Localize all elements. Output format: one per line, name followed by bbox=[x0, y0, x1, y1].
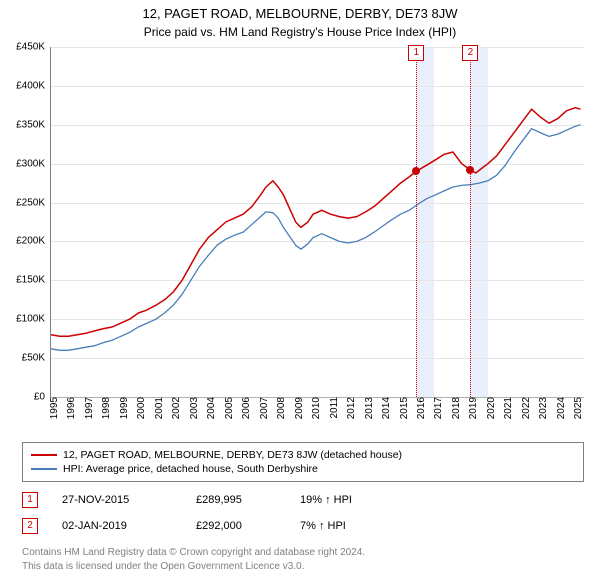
sale-date: 02-JAN-2019 bbox=[62, 520, 172, 532]
legend-label: 12, PAGET ROAD, MELBOURNE, DERBY, DE73 8… bbox=[63, 449, 402, 461]
sale-marker: 1 bbox=[408, 45, 424, 61]
sale-delta: 7% ↑ HPI bbox=[300, 520, 346, 532]
x-tick-label: 2015 bbox=[397, 397, 410, 419]
sales-list: 1 27-NOV-2015 £289,995 19% ↑ HPI 2 02-JAN-201… bbox=[0, 492, 600, 534]
y-tick-label: £250K bbox=[16, 197, 51, 208]
sale-point bbox=[466, 166, 474, 174]
sale-number: 2 bbox=[22, 518, 38, 534]
sale-number: 1 bbox=[22, 492, 38, 508]
y-tick-label: £450K bbox=[16, 42, 51, 53]
x-tick-label: 2002 bbox=[169, 397, 182, 419]
y-tick-label: £100K bbox=[16, 314, 51, 325]
legend: 12, PAGET ROAD, MELBOURNE, DERBY, DE73 8… bbox=[22, 442, 584, 482]
y-tick-label: £50K bbox=[22, 353, 51, 364]
x-tick-label: 2004 bbox=[204, 397, 217, 419]
x-tick-label: 2013 bbox=[362, 397, 375, 419]
sale-marker: 2 bbox=[462, 45, 478, 61]
x-tick-label: 1999 bbox=[117, 397, 130, 419]
y-tick-label: £200K bbox=[16, 236, 51, 247]
sale-price: £292,000 bbox=[196, 520, 276, 532]
sale-date: 27-NOV-2015 bbox=[62, 494, 172, 506]
price-chart: £0£50K£100K£150K£200K£250K£300K£350K£400… bbox=[50, 47, 584, 398]
x-tick-label: 2005 bbox=[222, 397, 235, 419]
series-property bbox=[51, 108, 581, 337]
legend-item: HPI: Average price, detached house, Sout… bbox=[31, 462, 575, 476]
sale-row: 2 02-JAN-2019 £292,000 7% ↑ HPI bbox=[22, 518, 584, 534]
legend-item: 12, PAGET ROAD, MELBOURNE, DERBY, DE73 8… bbox=[31, 448, 575, 462]
x-tick-label: 1997 bbox=[82, 397, 95, 419]
attribution-line: This data is licensed under the Open Gov… bbox=[22, 560, 584, 573]
series-hpi bbox=[51, 125, 581, 350]
sale-row: 1 27-NOV-2015 £289,995 19% ↑ HPI bbox=[22, 492, 584, 508]
x-tick-label: 2014 bbox=[379, 397, 392, 419]
x-tick-label: 2010 bbox=[309, 397, 322, 419]
x-tick-label: 2012 bbox=[344, 397, 357, 419]
x-tick-label: 2017 bbox=[431, 397, 444, 419]
attribution-line: Contains HM Land Registry data © Crown c… bbox=[22, 546, 584, 560]
x-tick-label: 2000 bbox=[134, 397, 147, 419]
x-tick-label: 1996 bbox=[64, 397, 77, 419]
sale-date-line bbox=[416, 47, 417, 397]
x-tick-label: 2020 bbox=[484, 397, 497, 419]
x-tick-label: 1995 bbox=[47, 397, 60, 419]
y-tick-label: £150K bbox=[16, 275, 51, 286]
y-tick-label: £350K bbox=[16, 119, 51, 130]
address-title: 12, PAGET ROAD, MELBOURNE, DERBY, DE73 8… bbox=[0, 6, 600, 21]
sale-point bbox=[412, 167, 420, 175]
x-tick-label: 2018 bbox=[449, 397, 462, 419]
chart-lines bbox=[51, 47, 584, 397]
x-tick-label: 2006 bbox=[239, 397, 252, 419]
x-tick-label: 2016 bbox=[414, 397, 427, 419]
y-tick-label: £400K bbox=[16, 80, 51, 91]
x-tick-label: 2003 bbox=[187, 397, 200, 419]
legend-label: HPI: Average price, detached house, Sout… bbox=[63, 463, 318, 475]
x-tick-label: 1998 bbox=[99, 397, 112, 419]
legend-swatch bbox=[31, 468, 57, 470]
y-tick-label: £300K bbox=[16, 158, 51, 169]
x-tick-label: 2021 bbox=[501, 397, 514, 419]
sale-date-line bbox=[470, 47, 471, 397]
sale-price: £289,995 bbox=[196, 494, 276, 506]
x-tick-label: 2011 bbox=[327, 397, 340, 419]
x-tick-label: 2001 bbox=[152, 397, 165, 419]
x-tick-label: 2019 bbox=[466, 397, 479, 419]
subtitle: Price paid vs. HM Land Registry's House … bbox=[0, 25, 600, 39]
x-tick-label: 2007 bbox=[257, 397, 270, 419]
x-tick-label: 2009 bbox=[292, 397, 305, 419]
x-tick-label: 2025 bbox=[571, 397, 584, 419]
x-tick-label: 2024 bbox=[554, 397, 567, 419]
sale-delta: 19% ↑ HPI bbox=[300, 494, 352, 506]
x-tick-label: 2008 bbox=[274, 397, 287, 419]
x-tick-label: 2022 bbox=[519, 397, 532, 419]
x-tick-label: 2023 bbox=[536, 397, 549, 419]
legend-swatch bbox=[31, 454, 57, 456]
